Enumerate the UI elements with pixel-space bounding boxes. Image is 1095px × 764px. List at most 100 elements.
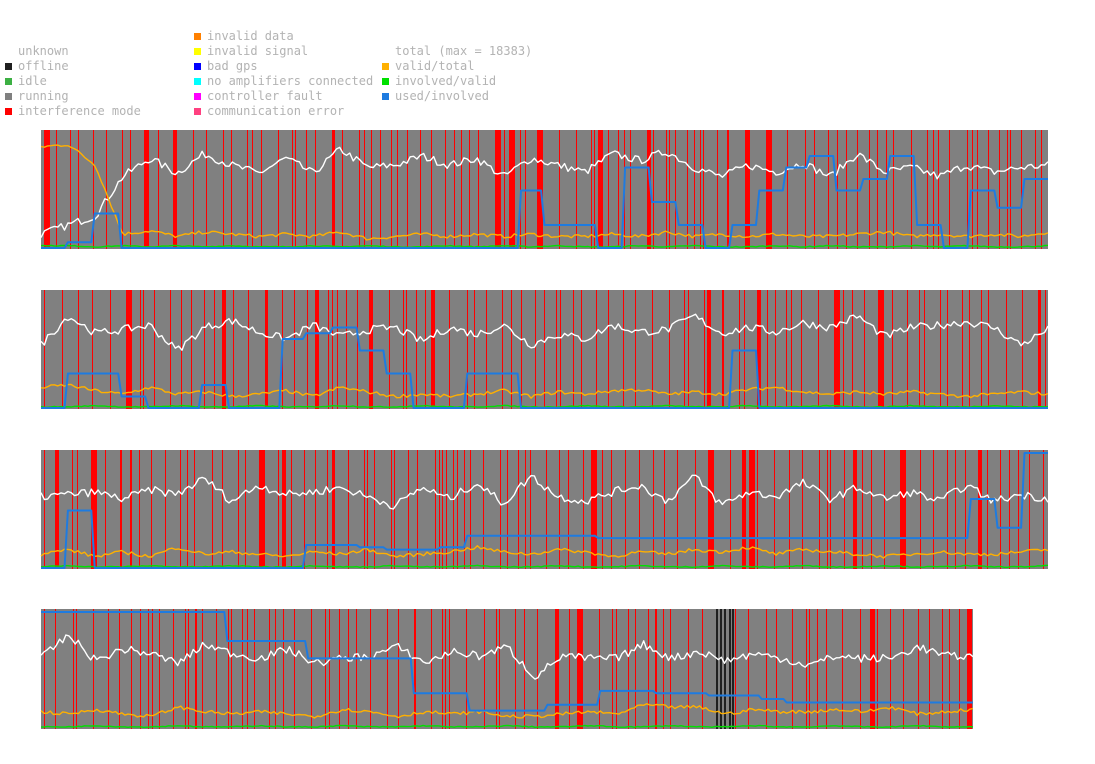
interference-band xyxy=(159,609,160,729)
interference-band xyxy=(315,290,319,409)
interference-band xyxy=(294,609,295,729)
interference-band xyxy=(449,290,450,409)
interference-band xyxy=(987,450,988,569)
interference-band xyxy=(44,450,45,569)
interference-band xyxy=(367,450,368,569)
no-amplifiers-swatch xyxy=(194,78,201,85)
interference-band xyxy=(938,130,939,249)
interference-band xyxy=(955,450,956,569)
interference-band xyxy=(442,450,443,569)
interference-band xyxy=(707,290,711,409)
interference-band xyxy=(988,290,989,409)
interference-band xyxy=(55,450,59,569)
interference-bands xyxy=(44,609,972,729)
interference-band xyxy=(648,609,649,729)
interference-band xyxy=(708,450,714,569)
interference-band xyxy=(814,130,815,249)
interference-band xyxy=(248,290,249,409)
interference-band xyxy=(860,609,861,729)
interference-band xyxy=(467,290,468,409)
interference-band xyxy=(252,130,253,249)
interference-band xyxy=(920,450,921,569)
interference-band xyxy=(581,290,582,409)
interference-band xyxy=(483,450,484,569)
interference-band xyxy=(359,130,360,249)
interference-band xyxy=(918,609,919,729)
offline-swatch xyxy=(5,63,12,70)
chart-panel-4 xyxy=(40,609,974,729)
interference-band xyxy=(827,450,828,569)
interference-band xyxy=(371,130,372,249)
interference-band xyxy=(663,609,664,729)
interference-band xyxy=(521,290,522,409)
interference-band xyxy=(594,130,595,249)
interference-band xyxy=(502,290,503,409)
interference-band xyxy=(337,290,338,409)
offline-band xyxy=(729,609,731,729)
interference-band xyxy=(903,609,904,729)
interference-band xyxy=(568,450,569,569)
interference-band xyxy=(576,130,577,249)
interference-band xyxy=(414,609,416,729)
interference-band xyxy=(374,450,375,569)
interference-band xyxy=(826,609,827,729)
interference-band xyxy=(431,130,432,249)
valid-total-line xyxy=(40,703,974,719)
invalid-signal-swatch xyxy=(194,48,201,55)
interference-band xyxy=(206,130,207,249)
interference-band xyxy=(474,290,475,409)
interference-band xyxy=(394,450,395,569)
legend-item: idle xyxy=(5,74,141,89)
interference-band xyxy=(802,450,803,569)
interference-band xyxy=(496,609,497,729)
interference-band xyxy=(598,130,603,249)
interference-band xyxy=(618,130,619,249)
interference-band xyxy=(919,290,920,409)
interference-band xyxy=(608,130,609,249)
interference-band xyxy=(93,609,94,729)
interference-band xyxy=(569,609,570,729)
interference-band xyxy=(342,130,343,249)
interference-band xyxy=(647,130,651,249)
interference-band xyxy=(315,450,316,569)
interference-band xyxy=(776,609,777,729)
interference-band xyxy=(484,609,485,729)
interference-band xyxy=(862,450,863,569)
legend-item: offline xyxy=(5,59,141,74)
interference-band xyxy=(1021,130,1022,249)
interference-band xyxy=(842,609,843,729)
legend-item: no amplifiers connected xyxy=(194,74,373,89)
interference-band xyxy=(537,609,538,729)
interference-band xyxy=(749,450,755,569)
legend-item: unknown xyxy=(5,44,141,59)
interference-band xyxy=(623,290,624,409)
interference-band xyxy=(942,609,943,729)
offline-band xyxy=(716,609,718,729)
interference-band xyxy=(202,609,203,729)
total-line xyxy=(40,634,974,680)
interference-band xyxy=(269,609,270,729)
interference-band xyxy=(530,450,531,569)
interference-band xyxy=(110,290,111,409)
interference-band xyxy=(599,609,600,729)
interference-band xyxy=(332,130,335,249)
legend-label: used/involved xyxy=(395,89,489,103)
interference-band xyxy=(694,130,695,249)
interference-band xyxy=(695,450,696,569)
interference-band xyxy=(445,609,446,729)
interference-band xyxy=(789,450,790,569)
interference-band xyxy=(652,290,653,409)
involved-valid-line xyxy=(40,724,974,728)
legend: unknown offline idle running interference mo… xyxy=(0,0,1095,125)
interference-band xyxy=(730,450,731,569)
offline-bands xyxy=(716,609,734,729)
interference-band xyxy=(228,609,229,729)
involved-valid-line xyxy=(40,564,1049,568)
interference-band xyxy=(295,130,296,249)
interference-band xyxy=(449,609,450,729)
interference-band xyxy=(929,609,930,729)
legend-item: total (max = 18383) xyxy=(382,44,532,59)
interference-band xyxy=(185,609,186,729)
interference-band xyxy=(809,609,810,729)
